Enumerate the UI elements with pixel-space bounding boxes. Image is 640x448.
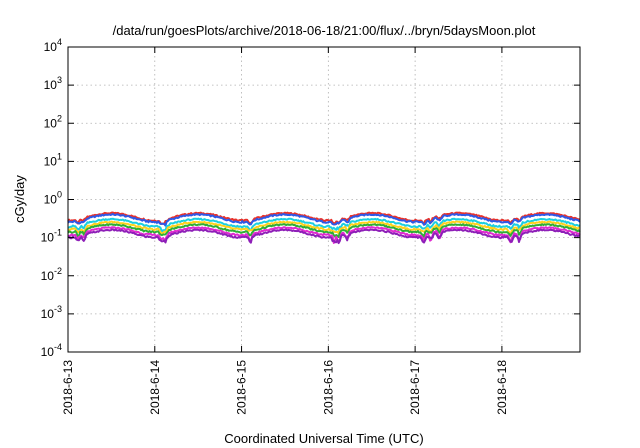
series-line-2 bbox=[67, 213, 581, 227]
grid-lines bbox=[68, 47, 580, 352]
y-tick-label: 100 bbox=[44, 190, 62, 207]
series-line-5 bbox=[67, 223, 581, 238]
y-tick-label: 104 bbox=[44, 37, 62, 54]
series-line-6 bbox=[67, 226, 581, 244]
x-axis: 2018-6-13 2018-6-14 2018-6-15 2018-6-16 2018… bbox=[61, 47, 509, 415]
y-tick-label: 10-2 bbox=[41, 266, 62, 283]
y-tick-label: 103 bbox=[44, 75, 62, 92]
x-tick-label: 2018-6-15 bbox=[235, 360, 249, 415]
chart-title: /data/run/goesPlots/archive/2018-06-18/2… bbox=[113, 23, 536, 38]
y-tick-label: 102 bbox=[44, 113, 62, 130]
x-axis-label: Coordinated Universal Time (UTC) bbox=[224, 431, 423, 446]
y-tick-label: 101 bbox=[44, 151, 62, 168]
x-tick-label: 2018-6-14 bbox=[148, 360, 162, 415]
y-axis-label: cGy/day bbox=[12, 175, 27, 223]
series-line-4 bbox=[67, 220, 581, 236]
x-tick-label: 2018-6-17 bbox=[408, 360, 422, 415]
series-line-7 bbox=[67, 228, 581, 245]
series-line-3 bbox=[67, 217, 581, 233]
x-tick-label: 2018-6-18 bbox=[495, 360, 509, 415]
y-tick-label: 10-4 bbox=[41, 342, 62, 359]
y-tick-label: 10-3 bbox=[41, 304, 62, 321]
series-group bbox=[67, 211, 581, 245]
x-tick-label: 2018-6-16 bbox=[321, 360, 335, 415]
y-axis: 10-4 10-3 10-2 10-1 100 101 102 103 104 bbox=[41, 37, 580, 359]
x-tick-label: 2018-6-13 bbox=[61, 360, 75, 415]
y-tick-label: 10-1 bbox=[41, 228, 62, 245]
